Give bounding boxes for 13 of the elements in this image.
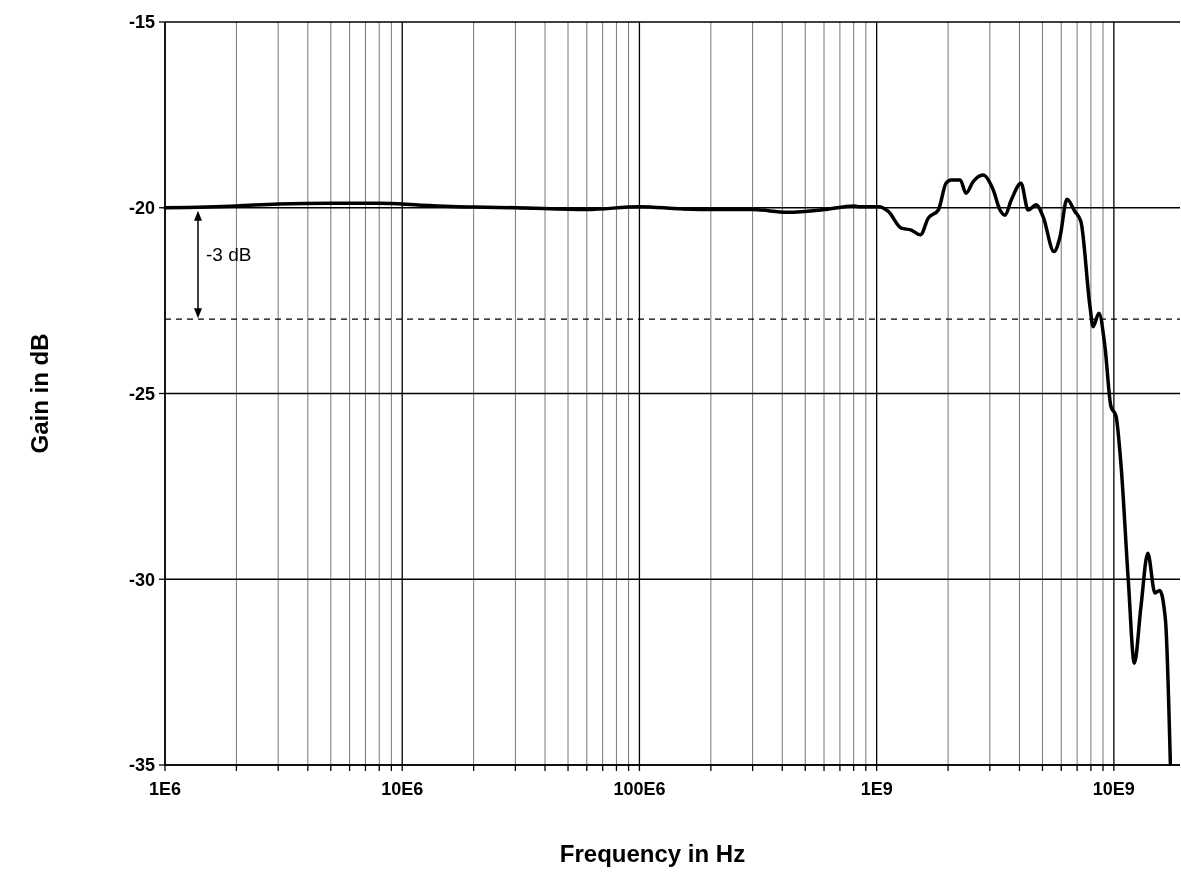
y-tick-label: -35 bbox=[128, 755, 155, 776]
x-tick-label: 10E9 bbox=[1092, 779, 1135, 799]
y-tick-label: -20 bbox=[128, 198, 155, 219]
y-tick-label: -25 bbox=[128, 383, 155, 404]
x-tick-label: 1E6 bbox=[148, 779, 182, 799]
x-tick-label: 10E6 bbox=[381, 779, 424, 799]
x-tick-label: 1E9 bbox=[860, 779, 893, 799]
y-axis-title: Gain in dB bbox=[26, 333, 53, 454]
x-axis-title: Frequency in Hz bbox=[559, 840, 746, 867]
annotation: -3 dB bbox=[206, 244, 252, 266]
x-tick-label: 100E6 bbox=[613, 779, 666, 799]
y-tick-label: -15 bbox=[128, 12, 155, 33]
y-tick-label: -30 bbox=[128, 569, 155, 590]
